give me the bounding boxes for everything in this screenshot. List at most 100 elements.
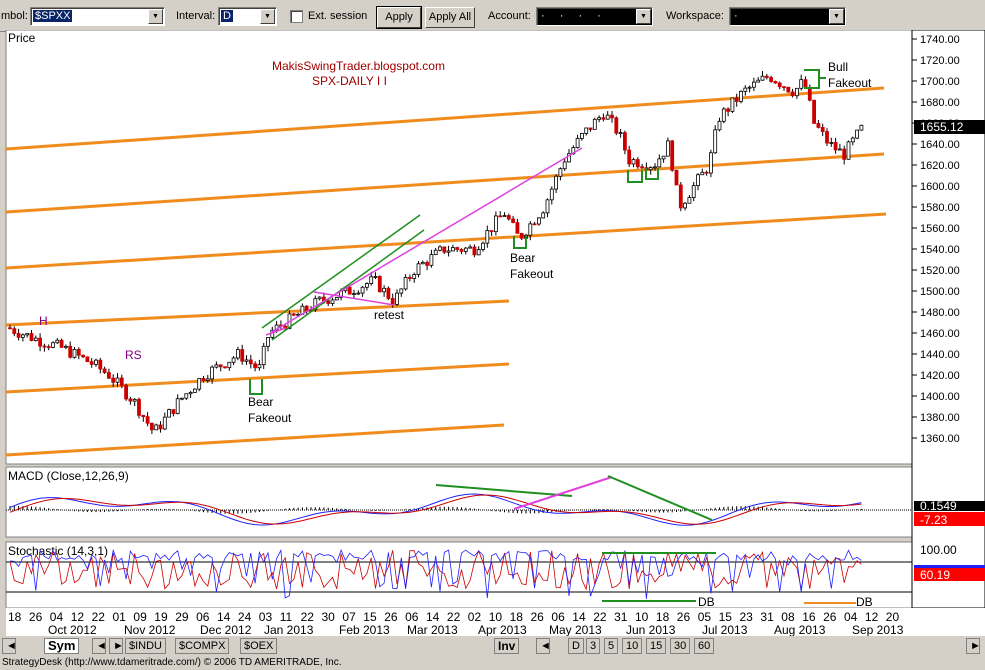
candle-body	[717, 120, 722, 131]
candle-body	[623, 132, 627, 151]
scroll-left-icon[interactable]: ◄	[2, 638, 17, 654]
interval-tab-15[interactable]: 15	[646, 638, 667, 654]
x-month-tick-label: Aug 2013	[774, 623, 826, 636]
candle-body	[752, 81, 756, 88]
candle-body	[704, 171, 709, 174]
candle-body	[790, 91, 795, 97]
price-panel	[5, 29, 915, 465]
y-tick-label: 1580.00	[920, 202, 960, 214]
x-day-tick-label: 22	[447, 610, 461, 624]
account-combo[interactable]: · · · · ▼	[536, 7, 653, 26]
interval-tab-60[interactable]: 60	[694, 638, 715, 654]
candle-body	[94, 359, 98, 365]
ext-session-checkbox[interactable]	[290, 10, 303, 23]
candle-body	[605, 114, 610, 120]
candle-body	[730, 97, 735, 112]
y-tick-label: 1680.00	[920, 97, 960, 109]
candle-body	[119, 377, 124, 386]
x-day-tick-label: 10	[489, 610, 503, 624]
candle-body	[709, 152, 713, 174]
candle-body	[545, 199, 550, 214]
candle-body	[42, 345, 47, 348]
stoch-k-line	[9, 548, 862, 599]
candle-body	[554, 175, 558, 190]
x-month-tick-label: Apr 2013	[478, 623, 527, 636]
apply-button[interactable]: Apply	[376, 6, 422, 29]
x-day-tick-label: 20	[886, 610, 900, 624]
x-day-tick-label: 14	[572, 610, 586, 624]
candle-body	[640, 166, 644, 169]
x-day-tick-label: 22	[92, 610, 106, 624]
chevron-down-icon[interactable]: ▼	[636, 9, 651, 24]
candle-body	[51, 342, 55, 348]
x-day-tick-label: 09	[133, 610, 147, 624]
candle-body	[20, 334, 25, 338]
label-bull-fakeout: Fakeout	[828, 76, 872, 90]
interval-tab-10[interactable]: 10	[622, 638, 643, 654]
candle-body	[188, 392, 193, 395]
tab-compx[interactable]: $COMPX	[175, 638, 230, 654]
candle-body	[214, 364, 219, 368]
last-price-label: 1655.12	[920, 120, 964, 134]
interval-tab-30[interactable]: 30	[670, 638, 691, 654]
scroll-right-icon[interactable]: ►	[109, 638, 124, 654]
scroll-left-icon[interactable]: ◄	[536, 638, 551, 654]
candle-body	[180, 397, 184, 400]
candle-body	[438, 246, 442, 251]
chevron-down-icon[interactable]: ▼	[148, 9, 163, 24]
interval-label: Interval:	[176, 10, 216, 22]
candle-body	[369, 276, 374, 284]
scroll-right-icon[interactable]: ►	[966, 638, 981, 654]
candle-body	[98, 359, 103, 370]
channel-line	[5, 152, 885, 214]
candle-body	[773, 81, 778, 84]
stoch-value-current: 60.19	[920, 568, 950, 582]
tabs-bar: ◄ Sym ◄ ► $INDU $COMPX $OEX Inv ◄ D 3 5 10 1…	[0, 636, 985, 656]
candle-body	[506, 215, 511, 220]
candle-body	[820, 127, 825, 132]
y-tick-label: 1700.00	[920, 76, 960, 88]
chevron-down-icon[interactable]: ▼	[260, 9, 275, 24]
interval-tab-D[interactable]: D	[568, 638, 584, 654]
apply-all-button[interactable]: Apply All	[425, 7, 475, 28]
candle-body	[657, 158, 662, 168]
interval-tab-3[interactable]: 3	[586, 638, 601, 654]
candle-body	[158, 424, 163, 430]
symbol-combo[interactable]: $SPXX ▼	[30, 7, 165, 26]
candle-body	[111, 377, 116, 383]
stoch-value-top: 100.00	[920, 543, 957, 557]
y-tick-label: 1600.00	[920, 181, 960, 193]
x-day-tick-label: 12	[865, 610, 879, 624]
candle-body	[567, 153, 571, 163]
chevron-down-icon[interactable]: ▼	[829, 9, 844, 24]
candle-body	[248, 359, 253, 365]
stoch-value-box	[914, 568, 985, 581]
last-price-box	[914, 120, 985, 134]
interval-combo[interactable]: D ▼	[218, 7, 277, 26]
interval-tab-5[interactable]: 5	[604, 638, 619, 654]
fakeout-bracket	[249, 379, 263, 395]
candle-body	[433, 249, 438, 256]
y-tick-label: 1540.00	[920, 244, 960, 256]
candle-body	[786, 86, 791, 93]
y-tick-label: 1640.00	[920, 139, 960, 151]
candle-body	[223, 366, 227, 369]
candle-body	[124, 384, 128, 400]
stoch-marker	[914, 565, 985, 568]
tab-inv[interactable]: Inv	[494, 638, 520, 654]
candle-body	[558, 168, 563, 177]
x-day-tick-label: 18	[656, 610, 670, 624]
workspace-combo[interactable]: · ▼	[729, 7, 846, 26]
candle-body	[85, 356, 90, 363]
candle-body	[726, 108, 730, 112]
candle-body	[515, 222, 520, 234]
candle-body	[257, 364, 262, 369]
x-day-tick-label: 10	[635, 610, 649, 624]
x-month-tick-label: Jul 2013	[702, 623, 748, 636]
macd-trendline	[513, 476, 613, 510]
scroll-left-icon[interactable]: ◄	[92, 638, 107, 654]
tab-indu[interactable]: $INDU	[125, 638, 167, 654]
tab-oex[interactable]: $OEX	[240, 638, 278, 654]
label-bear-fakeout: Fakeout	[248, 411, 292, 425]
tab-sym[interactable]: Sym	[44, 638, 80, 654]
